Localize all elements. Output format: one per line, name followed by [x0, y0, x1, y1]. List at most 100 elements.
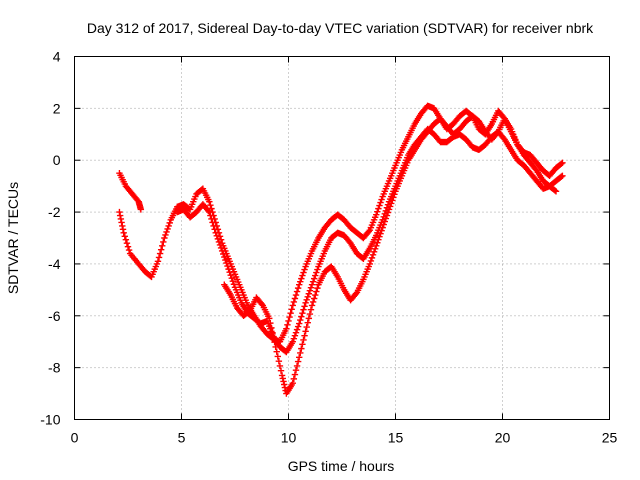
- data-point: [305, 315, 313, 322]
- data-point: [376, 233, 383, 240]
- data-point: [164, 225, 171, 233]
- data-point: [313, 288, 320, 295]
- data-point: [119, 222, 126, 230]
- data-point: [558, 173, 565, 180]
- y-axis-label: SDTVAR / TECUs: [5, 182, 21, 294]
- data-point: [312, 272, 319, 279]
- data-point: [225, 265, 232, 273]
- data-point: [288, 306, 295, 313]
- data-point: [380, 221, 387, 228]
- data-point: [300, 306, 307, 313]
- data-point: [212, 229, 219, 237]
- data-point: [284, 321, 291, 329]
- data-point: [289, 380, 296, 387]
- data-point: [296, 320, 303, 327]
- data-point: [552, 188, 560, 195]
- data-point: [209, 219, 216, 226]
- data-point: [207, 212, 214, 219]
- y-tick-label: -6: [48, 308, 61, 324]
- data-point: [368, 254, 376, 262]
- data-point: [267, 319, 274, 327]
- data-point: [213, 232, 221, 240]
- data-point: [157, 246, 165, 253]
- data-point: [210, 222, 217, 230]
- data-point: [307, 306, 315, 313]
- y-tick-label: -8: [48, 360, 61, 376]
- series-points: [174, 125, 566, 356]
- data-point: [271, 338, 278, 346]
- data-point: [118, 219, 125, 226]
- data-point: [352, 290, 360, 297]
- data-point: [307, 284, 315, 291]
- data-point: [386, 203, 394, 210]
- data-point: [309, 278, 317, 285]
- data-point: [227, 271, 234, 279]
- data-point: [310, 295, 318, 302]
- data-point: [294, 284, 302, 292]
- data-point: [559, 172, 566, 179]
- data-point: [314, 284, 321, 292]
- data-point: [166, 219, 173, 227]
- data-point: [293, 288, 301, 295]
- data-point: [228, 274, 235, 282]
- data-point: [297, 349, 304, 357]
- data-point: [371, 245, 379, 253]
- data-point: [381, 218, 388, 225]
- data-point: [304, 293, 311, 300]
- data-point: [382, 215, 390, 222]
- data-point: [300, 269, 307, 276]
- chart-title: Day 312 of 2017, Sidereal Day-to-day VTE…: [87, 20, 594, 36]
- data-point: [292, 291, 300, 299]
- data-point: [124, 243, 132, 250]
- data-point: [299, 309, 306, 317]
- data-point: [278, 372, 286, 379]
- data-point: [226, 268, 233, 276]
- data-point: [154, 258, 162, 265]
- data-point: [391, 191, 398, 198]
- data-point: [269, 329, 276, 336]
- data-point: [116, 208, 123, 216]
- data-point: [276, 362, 284, 370]
- y-tick-label: -4: [48, 256, 61, 272]
- data-point: [156, 250, 164, 257]
- data-point: [310, 275, 318, 282]
- data-point: [230, 281, 238, 288]
- data-point: [314, 266, 321, 273]
- data-point: [117, 215, 125, 223]
- data-point: [208, 205, 215, 212]
- data-point: [390, 194, 397, 201]
- data-point: [292, 367, 300, 374]
- data-point: [389, 197, 396, 204]
- data-point: [304, 319, 311, 326]
- x-tick-label: 10: [281, 430, 297, 446]
- data-point: [283, 325, 290, 332]
- data-point: [292, 329, 300, 336]
- grid: [74, 56, 610, 420]
- x-tick-label: 20: [495, 430, 511, 446]
- data-point: [258, 300, 265, 308]
- data-point: [374, 208, 381, 215]
- data-point: [308, 281, 316, 288]
- data-point: [369, 251, 377, 259]
- data-point: [211, 226, 218, 233]
- data-point: [291, 371, 299, 378]
- data-point: [298, 313, 305, 320]
- data-point: [214, 235, 222, 243]
- data-point: [366, 260, 374, 268]
- data-point: [122, 236, 130, 243]
- data-point: [297, 278, 304, 285]
- data-point: [373, 211, 380, 218]
- data-point: [376, 202, 383, 209]
- data-point: [287, 309, 294, 317]
- x-tick-label: 15: [388, 430, 404, 446]
- data-point: [217, 244, 225, 252]
- data-point: [374, 239, 381, 246]
- data-point: [205, 207, 212, 214]
- data-point: [273, 348, 280, 355]
- y-tick-label: 0: [53, 152, 61, 168]
- data-point: [559, 159, 566, 167]
- plot-frame: [74, 56, 610, 420]
- data-point: [312, 291, 319, 299]
- data-point: [383, 212, 391, 219]
- data-point: [308, 302, 316, 309]
